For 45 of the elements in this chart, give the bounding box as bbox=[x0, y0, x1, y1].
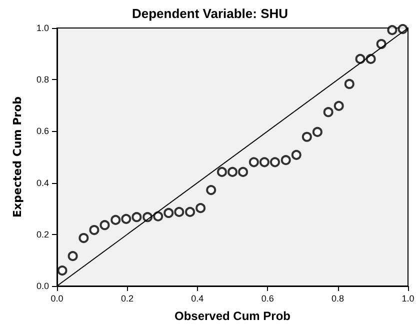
x-tick-label: 0.2 bbox=[120, 294, 134, 304]
y-tick-label: 0.0 bbox=[36, 281, 49, 291]
y-tick-label: 0.6 bbox=[36, 126, 49, 136]
point bbox=[206, 185, 216, 196]
point bbox=[312, 126, 322, 137]
point bbox=[174, 206, 184, 217]
point bbox=[68, 251, 78, 262]
point bbox=[228, 166, 238, 177]
y-tick-label: 0.2 bbox=[36, 229, 49, 240]
point bbox=[248, 157, 259, 168]
chart-title: Dependent Variable: SHU bbox=[132, 6, 288, 21]
point bbox=[238, 166, 248, 177]
point bbox=[78, 233, 89, 244]
point bbox=[259, 157, 270, 168]
x-tick-label: 0.0 bbox=[50, 294, 64, 304]
y-tick-label: 0.4 bbox=[36, 178, 49, 188]
point bbox=[89, 225, 100, 236]
point bbox=[164, 208, 174, 218]
point bbox=[280, 155, 291, 166]
y-axis-title: Expected Cum Prob bbox=[11, 96, 24, 218]
point bbox=[387, 25, 398, 36]
point bbox=[185, 206, 196, 217]
point bbox=[344, 78, 354, 89]
x-tick-label: 1.0 bbox=[402, 294, 414, 304]
point bbox=[153, 211, 164, 222]
point bbox=[270, 157, 280, 168]
x-tick-label: 0.8 bbox=[332, 294, 344, 304]
point bbox=[196, 203, 206, 214]
point bbox=[132, 212, 142, 222]
point bbox=[121, 214, 132, 224]
point bbox=[366, 54, 376, 64]
point bbox=[100, 220, 110, 230]
point bbox=[355, 54, 366, 64]
x-tick-label: 0.6 bbox=[261, 294, 274, 304]
y-tick-label: 0.8 bbox=[36, 74, 49, 85]
point bbox=[323, 107, 334, 118]
point bbox=[334, 100, 344, 111]
point bbox=[110, 214, 121, 225]
point bbox=[291, 150, 302, 160]
point bbox=[216, 166, 227, 177]
point bbox=[57, 266, 68, 276]
y-tick-label: 1.0 bbox=[36, 23, 49, 33]
x-tick-label: 0.4 bbox=[191, 294, 204, 304]
point bbox=[302, 132, 312, 142]
x-axis-title: Observed Cum Prob bbox=[174, 309, 291, 323]
